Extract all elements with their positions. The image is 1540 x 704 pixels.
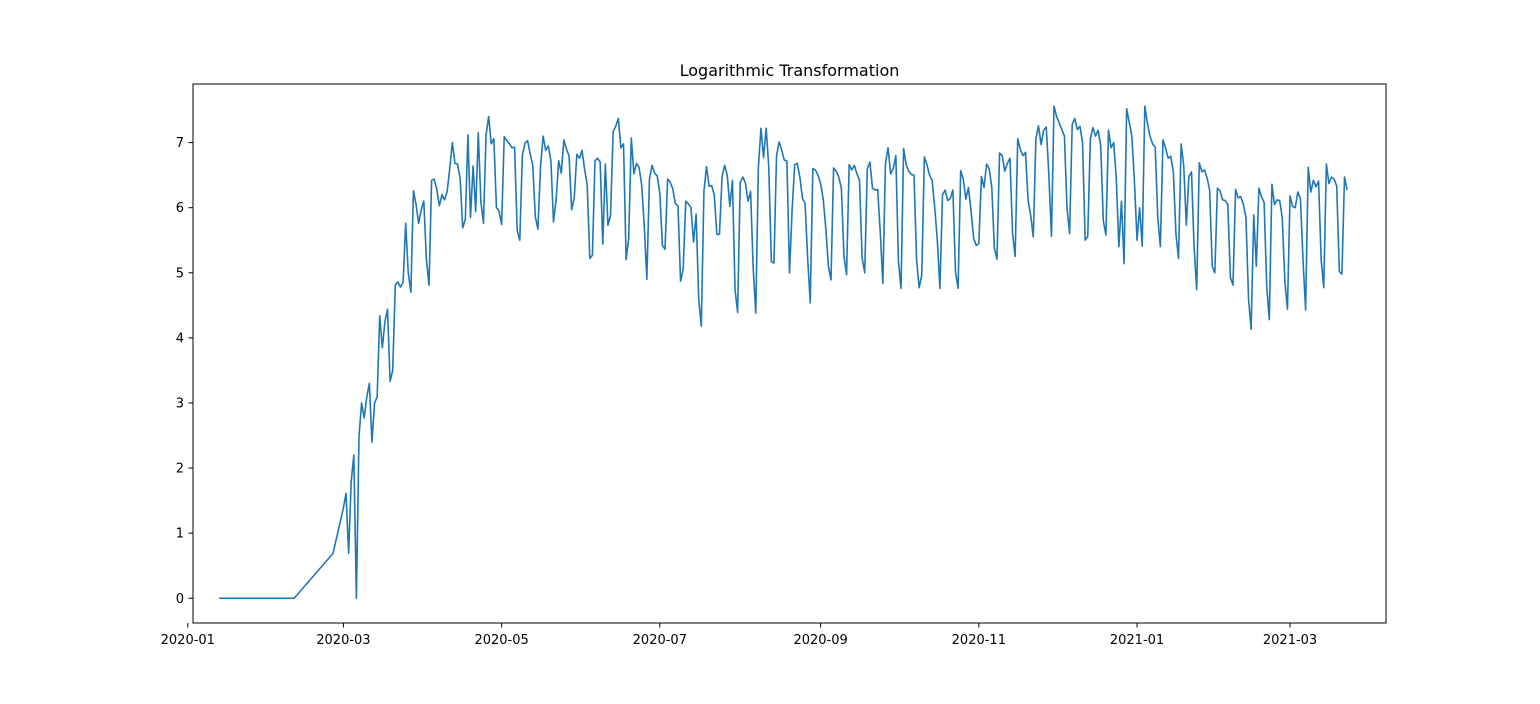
y-tick-label: 1 — [176, 527, 184, 542]
y-tick-label: 7 — [176, 136, 184, 151]
y-tick-label: 2 — [176, 462, 184, 477]
x-tick-label: 2021-01 — [1110, 633, 1164, 648]
x-tick-label: 2021-03 — [1263, 633, 1317, 648]
x-axis: 2020-01 2020-03 2020-05 2020-07 2020-09 2020-… — [161, 623, 1317, 648]
y-tick-label: 6 — [176, 201, 184, 216]
chart-title: Logarithmic Transformation — [680, 61, 900, 80]
y-tick-label: 5 — [176, 266, 184, 281]
y-tick-label: 0 — [176, 592, 184, 607]
y-axis: 0 1 2 3 4 5 6 7 — [176, 136, 193, 607]
x-tick-label: 2020-05 — [474, 633, 528, 648]
series-line-1 — [218, 105, 1348, 600]
y-tick-label: 3 — [176, 396, 184, 411]
x-tick-label: 2020-03 — [316, 633, 370, 648]
plot-area — [218, 105, 1348, 600]
axes-frame — [192, 83, 1387, 624]
y-tick-label: 4 — [176, 331, 184, 346]
x-tick-label: 2020-09 — [793, 633, 847, 648]
x-tick-label: 2020-07 — [633, 633, 687, 648]
x-tick-label: 2020-01 — [161, 633, 215, 648]
x-tick-label: 2020-11 — [952, 633, 1006, 648]
